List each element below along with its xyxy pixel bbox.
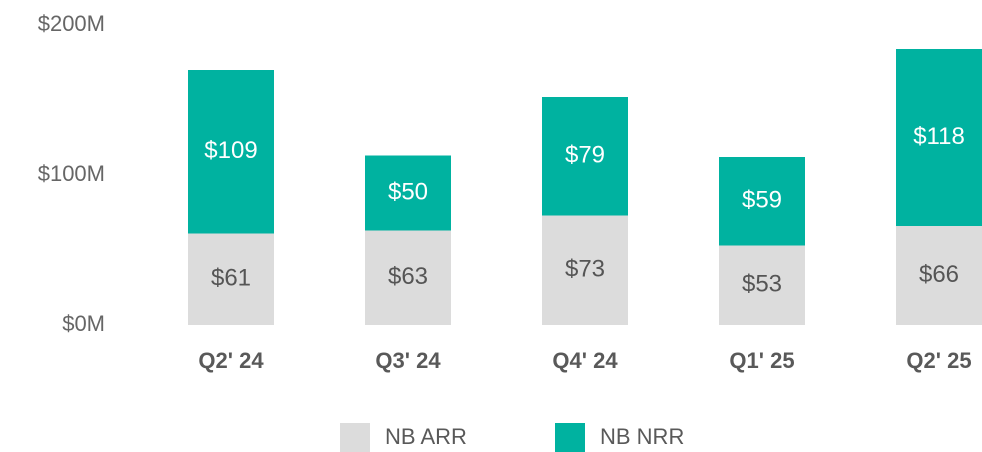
legend-label: NB NRR	[600, 424, 684, 449]
legend-swatch	[555, 423, 585, 452]
value-label: $66	[919, 261, 959, 288]
legend-swatch	[340, 423, 370, 452]
x-tick-label: Q2' 24	[198, 348, 264, 373]
value-label: $79	[565, 142, 605, 169]
x-tick-label: Q1' 25	[729, 348, 794, 373]
bar-segment	[188, 233, 274, 325]
y-tick-label: $200M	[38, 11, 105, 36]
value-label: $53	[742, 271, 782, 298]
x-tick-label: Q2' 25	[906, 348, 971, 373]
value-label: $118	[913, 123, 965, 150]
value-label: $73	[565, 256, 605, 283]
x-tick-label: Q4' 24	[552, 348, 618, 373]
value-label: $61	[211, 265, 251, 292]
bar-segment	[365, 230, 451, 325]
legend-label: NB ARR	[385, 424, 467, 449]
value-label: $109	[204, 137, 257, 164]
bar-segment	[542, 215, 628, 325]
bar-segment	[896, 49, 982, 226]
y-tick-label: $0M	[62, 311, 105, 336]
bar-segment	[896, 226, 982, 325]
bar-segment	[542, 97, 628, 216]
x-tick-label: Q3' 24	[375, 348, 441, 373]
value-label: $63	[388, 263, 428, 290]
bar-segment	[719, 157, 805, 246]
bar-segment	[188, 70, 274, 234]
value-label: $50	[388, 178, 428, 205]
bar-segment	[365, 155, 451, 231]
value-label: $59	[742, 187, 782, 214]
bar-segment	[719, 245, 805, 325]
y-tick-label: $100M	[38, 161, 105, 186]
